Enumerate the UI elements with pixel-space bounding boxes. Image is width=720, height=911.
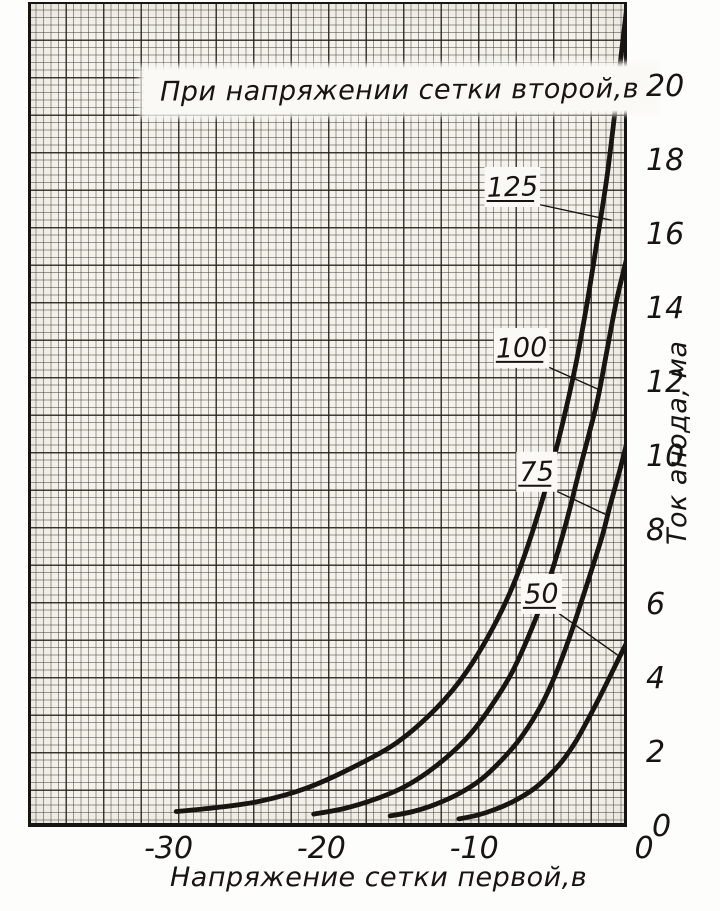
- leader-line-100: [541, 363, 602, 392]
- curve-label-125: 125: [486, 171, 539, 204]
- y-tick-6: 6: [646, 586, 666, 622]
- leader-line-125: [531, 202, 612, 221]
- curve-ug2-75: [387, 439, 627, 819]
- y-tick-18: 18: [646, 142, 685, 178]
- curve-ug2-100: [311, 254, 627, 817]
- y-tick-4: 4: [646, 660, 666, 696]
- y-tick-2: 2: [646, 734, 666, 770]
- x-tick--30: -30: [144, 831, 194, 866]
- y-tick-0: 0: [652, 808, 672, 844]
- curve-ug2-50: [456, 639, 627, 822]
- chart-title: При напряжении сетки второй,в: [143, 66, 656, 114]
- x-axis-label: Напряжение сетки первой,в: [170, 862, 588, 893]
- y-tick-20: 20: [646, 68, 685, 104]
- curves-layer: 125 100 75 50: [28, 2, 627, 827]
- curve-label-50: 50: [524, 578, 559, 610]
- y-tick-10: 10: [646, 438, 685, 474]
- leader-line-50: [553, 609, 621, 658]
- curve-label-100: 100: [495, 332, 548, 365]
- leader-line-75: [549, 487, 610, 517]
- y-axis-label: Ток анода, ма: [662, 340, 693, 546]
- y-tick-16: 16: [646, 216, 685, 252]
- curve-label-75: 75: [519, 456, 554, 488]
- x-tick--10: -10: [449, 831, 499, 866]
- plot-area: 125 100 75 50 При напряжении сетки второй,в: [28, 2, 656, 827]
- x-tick-0: 0: [634, 831, 654, 866]
- y-tick-8: 8: [646, 512, 666, 548]
- y-tick-14: 14: [646, 290, 685, 326]
- curve-ug2-125: [173, 3, 627, 814]
- x-tick--20: -20: [296, 831, 346, 866]
- y-tick-12: 12: [646, 364, 685, 400]
